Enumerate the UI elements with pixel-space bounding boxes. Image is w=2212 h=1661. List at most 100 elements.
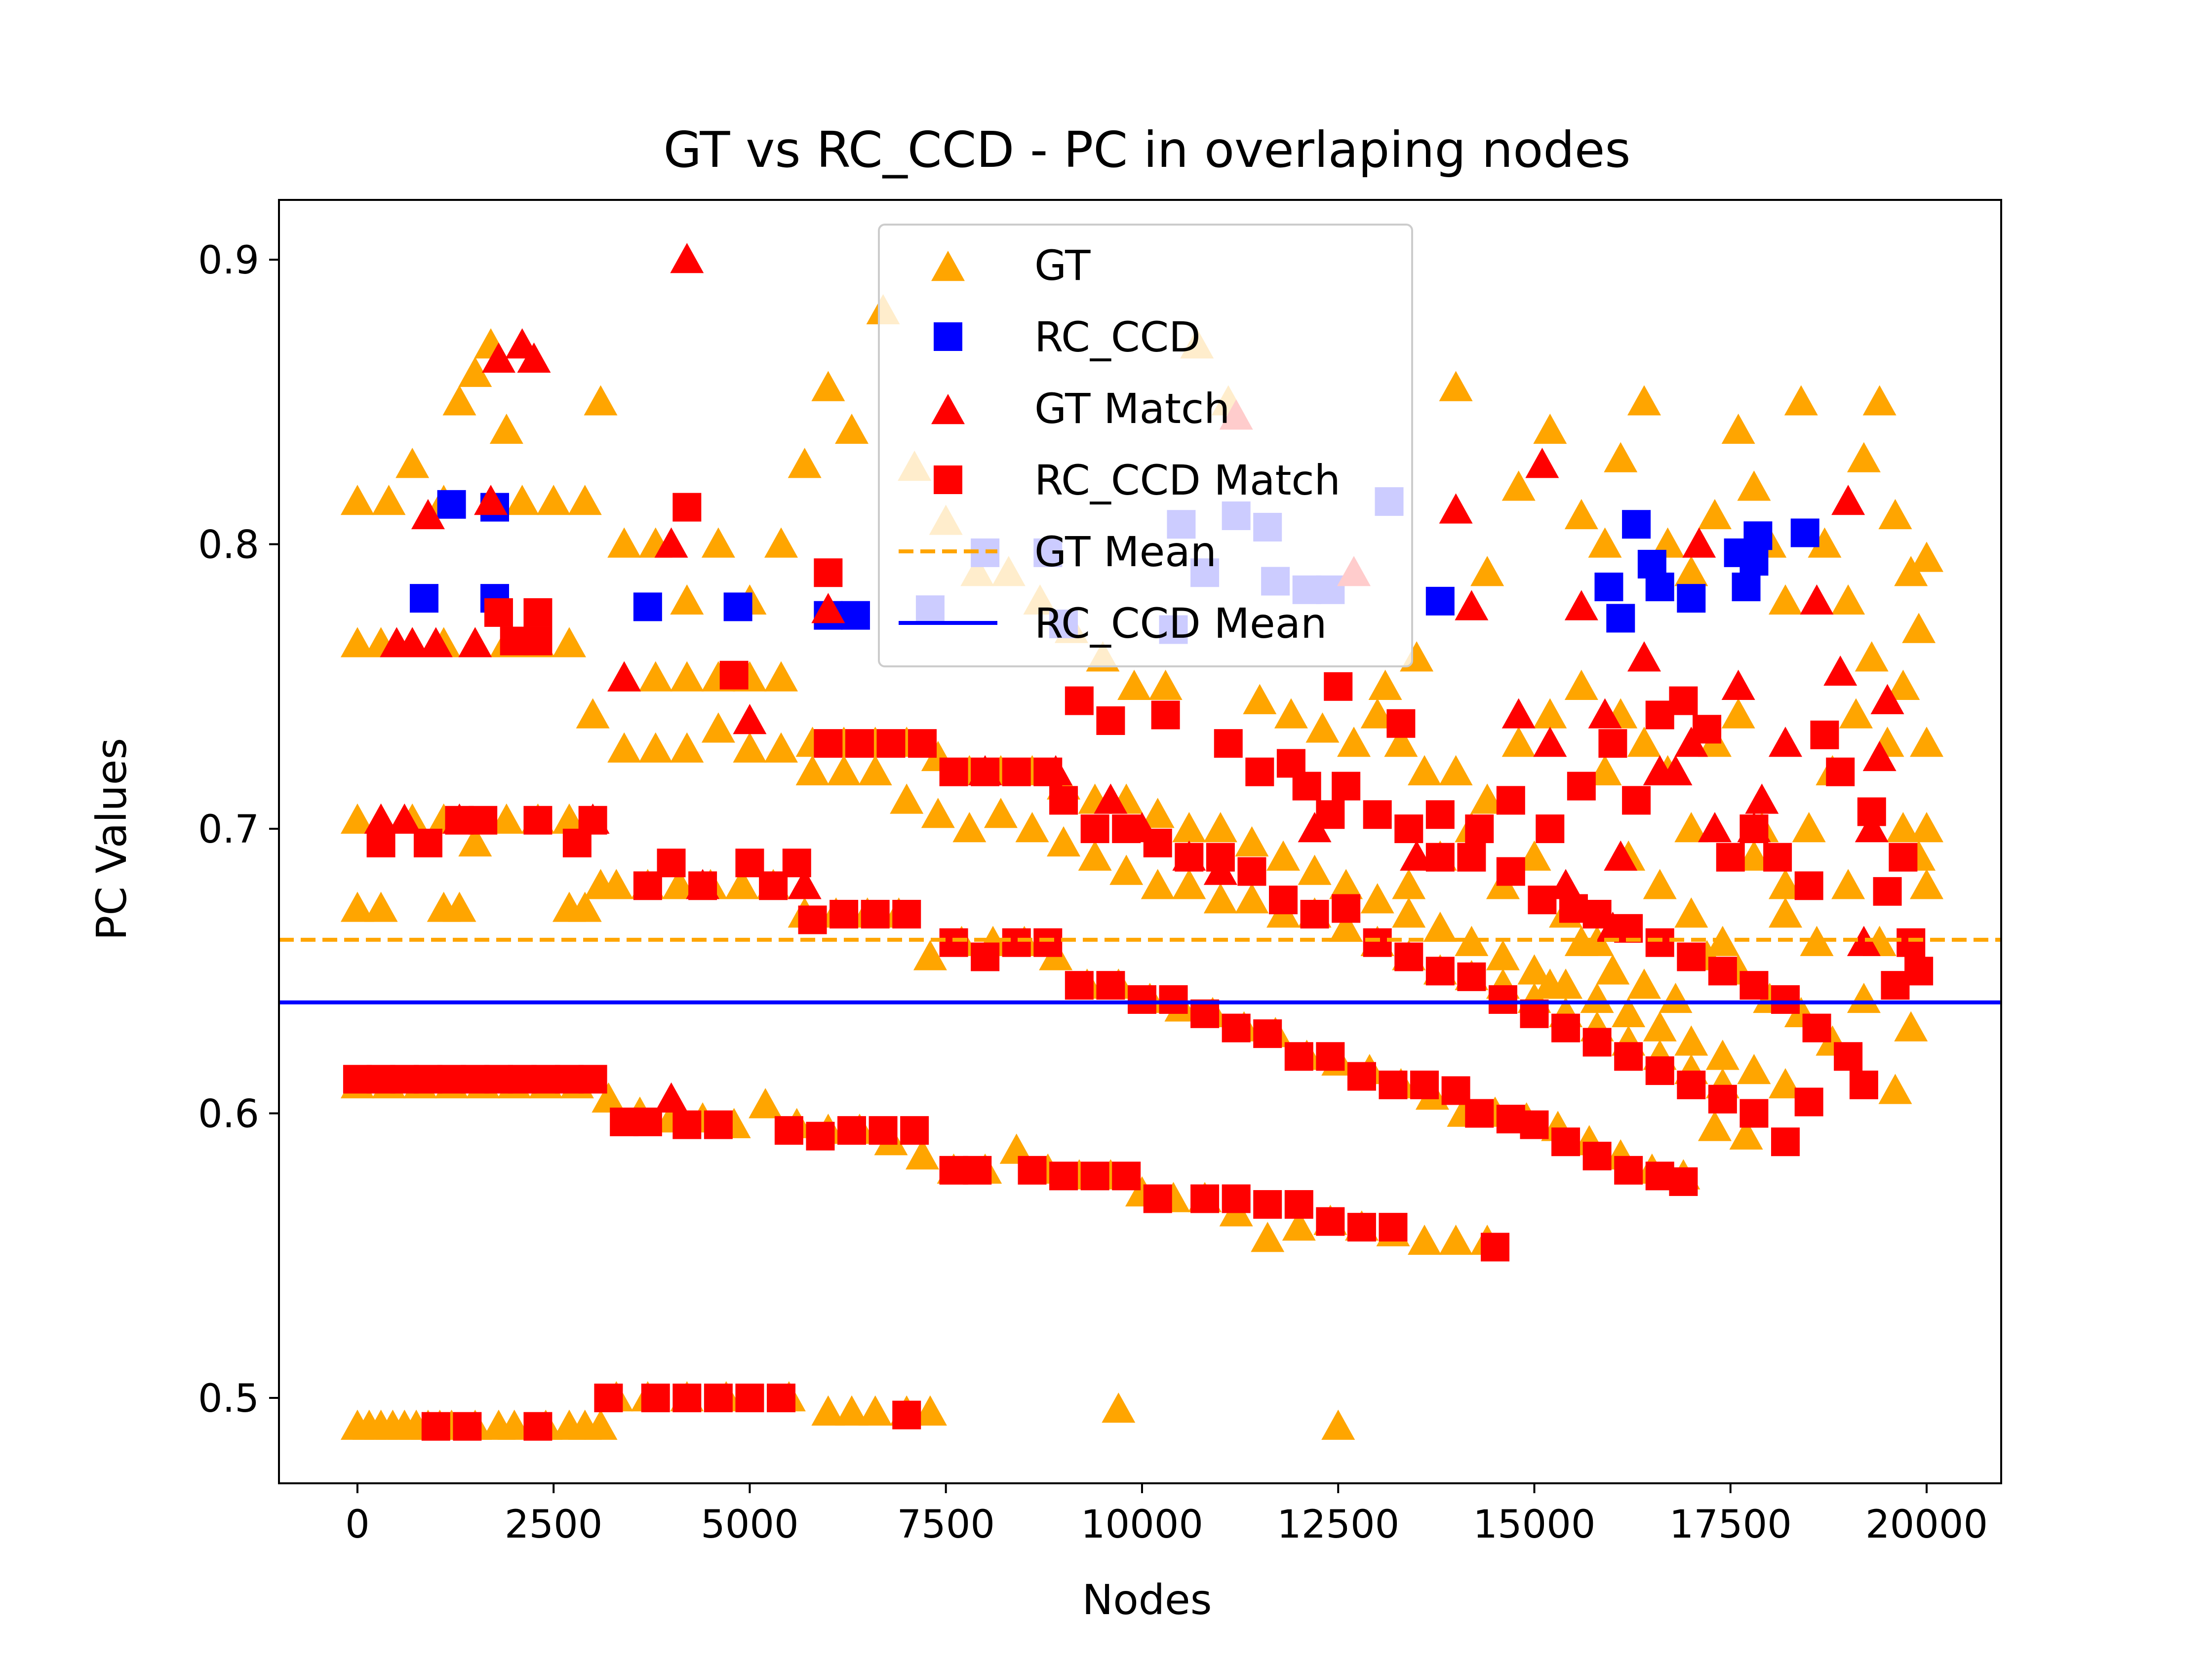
plot-area: 0 2500 5000 7500 10000 12500 15000 17500 20000 0.… xyxy=(198,199,2002,1547)
legend-entry: GT xyxy=(931,241,1091,290)
data-point xyxy=(1855,812,1889,843)
data-point xyxy=(811,1395,845,1426)
data-point xyxy=(1243,684,1277,714)
data-point xyxy=(1172,869,1206,899)
data-point xyxy=(1033,757,1063,786)
data-point xyxy=(1488,985,1517,1014)
data-point xyxy=(1465,1099,1494,1128)
data-point xyxy=(1360,883,1394,914)
data-point xyxy=(767,1384,796,1413)
data-point xyxy=(670,584,704,615)
data-point xyxy=(1533,727,1567,757)
data-point xyxy=(725,869,759,899)
data-point xyxy=(638,661,672,692)
data-point xyxy=(1347,1213,1376,1242)
data-point xyxy=(584,385,618,416)
data-point xyxy=(1551,1127,1580,1157)
data-point xyxy=(654,527,688,558)
data-point xyxy=(704,1110,733,1139)
legend-entry: RC_CCD Mean xyxy=(899,599,1327,648)
data-point xyxy=(1878,1074,1912,1104)
data-point xyxy=(1831,584,1865,615)
data-point xyxy=(1305,712,1340,743)
data-point xyxy=(1839,698,1873,729)
data-point xyxy=(1894,1011,1928,1042)
data-point xyxy=(1175,843,1204,872)
data-point xyxy=(835,413,869,444)
data-point xyxy=(1222,1013,1251,1043)
data-point xyxy=(1481,1233,1510,1262)
data-point xyxy=(517,342,551,373)
data-point xyxy=(1018,1156,1047,1185)
data-point xyxy=(1769,727,1803,757)
data-point xyxy=(1729,1119,1763,1150)
data-point xyxy=(654,1082,688,1113)
series-rc-ccd-match xyxy=(343,493,1934,1441)
data-point xyxy=(900,1116,929,1145)
data-point xyxy=(1564,926,1598,956)
data-point xyxy=(1564,590,1598,620)
data-point xyxy=(578,806,607,835)
data-point xyxy=(372,485,406,515)
data-point xyxy=(1588,527,1622,558)
data-point xyxy=(1049,786,1078,815)
data-point xyxy=(1659,982,1693,1013)
data-point xyxy=(1800,926,1834,956)
data-point xyxy=(1065,971,1094,1000)
data-point xyxy=(1743,521,1773,550)
data-point xyxy=(1425,586,1455,616)
data-point xyxy=(963,1156,992,1185)
data-point xyxy=(672,1384,702,1413)
data-point xyxy=(890,783,924,814)
data-point xyxy=(657,849,686,878)
data-point xyxy=(1347,1062,1376,1091)
data-point xyxy=(788,869,822,899)
legend-box xyxy=(878,224,1413,667)
data-point xyxy=(1143,828,1172,857)
data-point xyxy=(1902,613,1936,643)
data-point xyxy=(704,1384,733,1413)
data-point xyxy=(764,732,798,763)
data-point xyxy=(1643,869,1677,899)
legend: GT RC_CCD GT Match RC_CCD Match GT Mean RC_CC… xyxy=(878,224,1413,667)
data-point xyxy=(1627,968,1661,999)
data-point xyxy=(1582,1142,1612,1171)
data-point xyxy=(837,1116,867,1145)
data-point xyxy=(607,527,641,558)
data-point xyxy=(1096,706,1125,735)
data-point xyxy=(1826,757,1855,786)
data-point xyxy=(1528,886,1557,915)
legend-label: RC_CCD Mean xyxy=(1034,599,1327,648)
data-point xyxy=(1206,843,1235,872)
data-point xyxy=(1525,448,1559,478)
data-point xyxy=(1047,826,1081,857)
data-point xyxy=(1329,911,1363,942)
data-point xyxy=(733,703,767,734)
data-point xyxy=(1117,669,1151,700)
data-point xyxy=(1203,883,1237,914)
data-point xyxy=(1669,686,1698,715)
data-point xyxy=(1298,812,1332,843)
data-point xyxy=(340,803,374,834)
data-point xyxy=(1379,1070,1408,1099)
data-point xyxy=(1732,573,1761,602)
data-point xyxy=(1316,1207,1345,1236)
data-point xyxy=(1802,1013,1831,1043)
data-point xyxy=(1784,385,1818,416)
data-point xyxy=(662,869,696,899)
data-point xyxy=(701,712,735,743)
data-point xyxy=(1582,1028,1612,1057)
data-point xyxy=(1269,886,1298,915)
data-point xyxy=(806,1121,835,1151)
data-point xyxy=(764,527,798,558)
data-point xyxy=(1769,1068,1803,1099)
data-point xyxy=(1329,869,1363,899)
data-point xyxy=(1203,812,1237,843)
data-point xyxy=(1831,485,1865,515)
data-point xyxy=(1080,1161,1109,1191)
data-point xyxy=(1112,814,1141,844)
data-point xyxy=(1470,556,1504,586)
data-point xyxy=(1520,1110,1549,1139)
data-point xyxy=(442,891,476,922)
x-tick-label: 5000 xyxy=(701,1503,799,1547)
